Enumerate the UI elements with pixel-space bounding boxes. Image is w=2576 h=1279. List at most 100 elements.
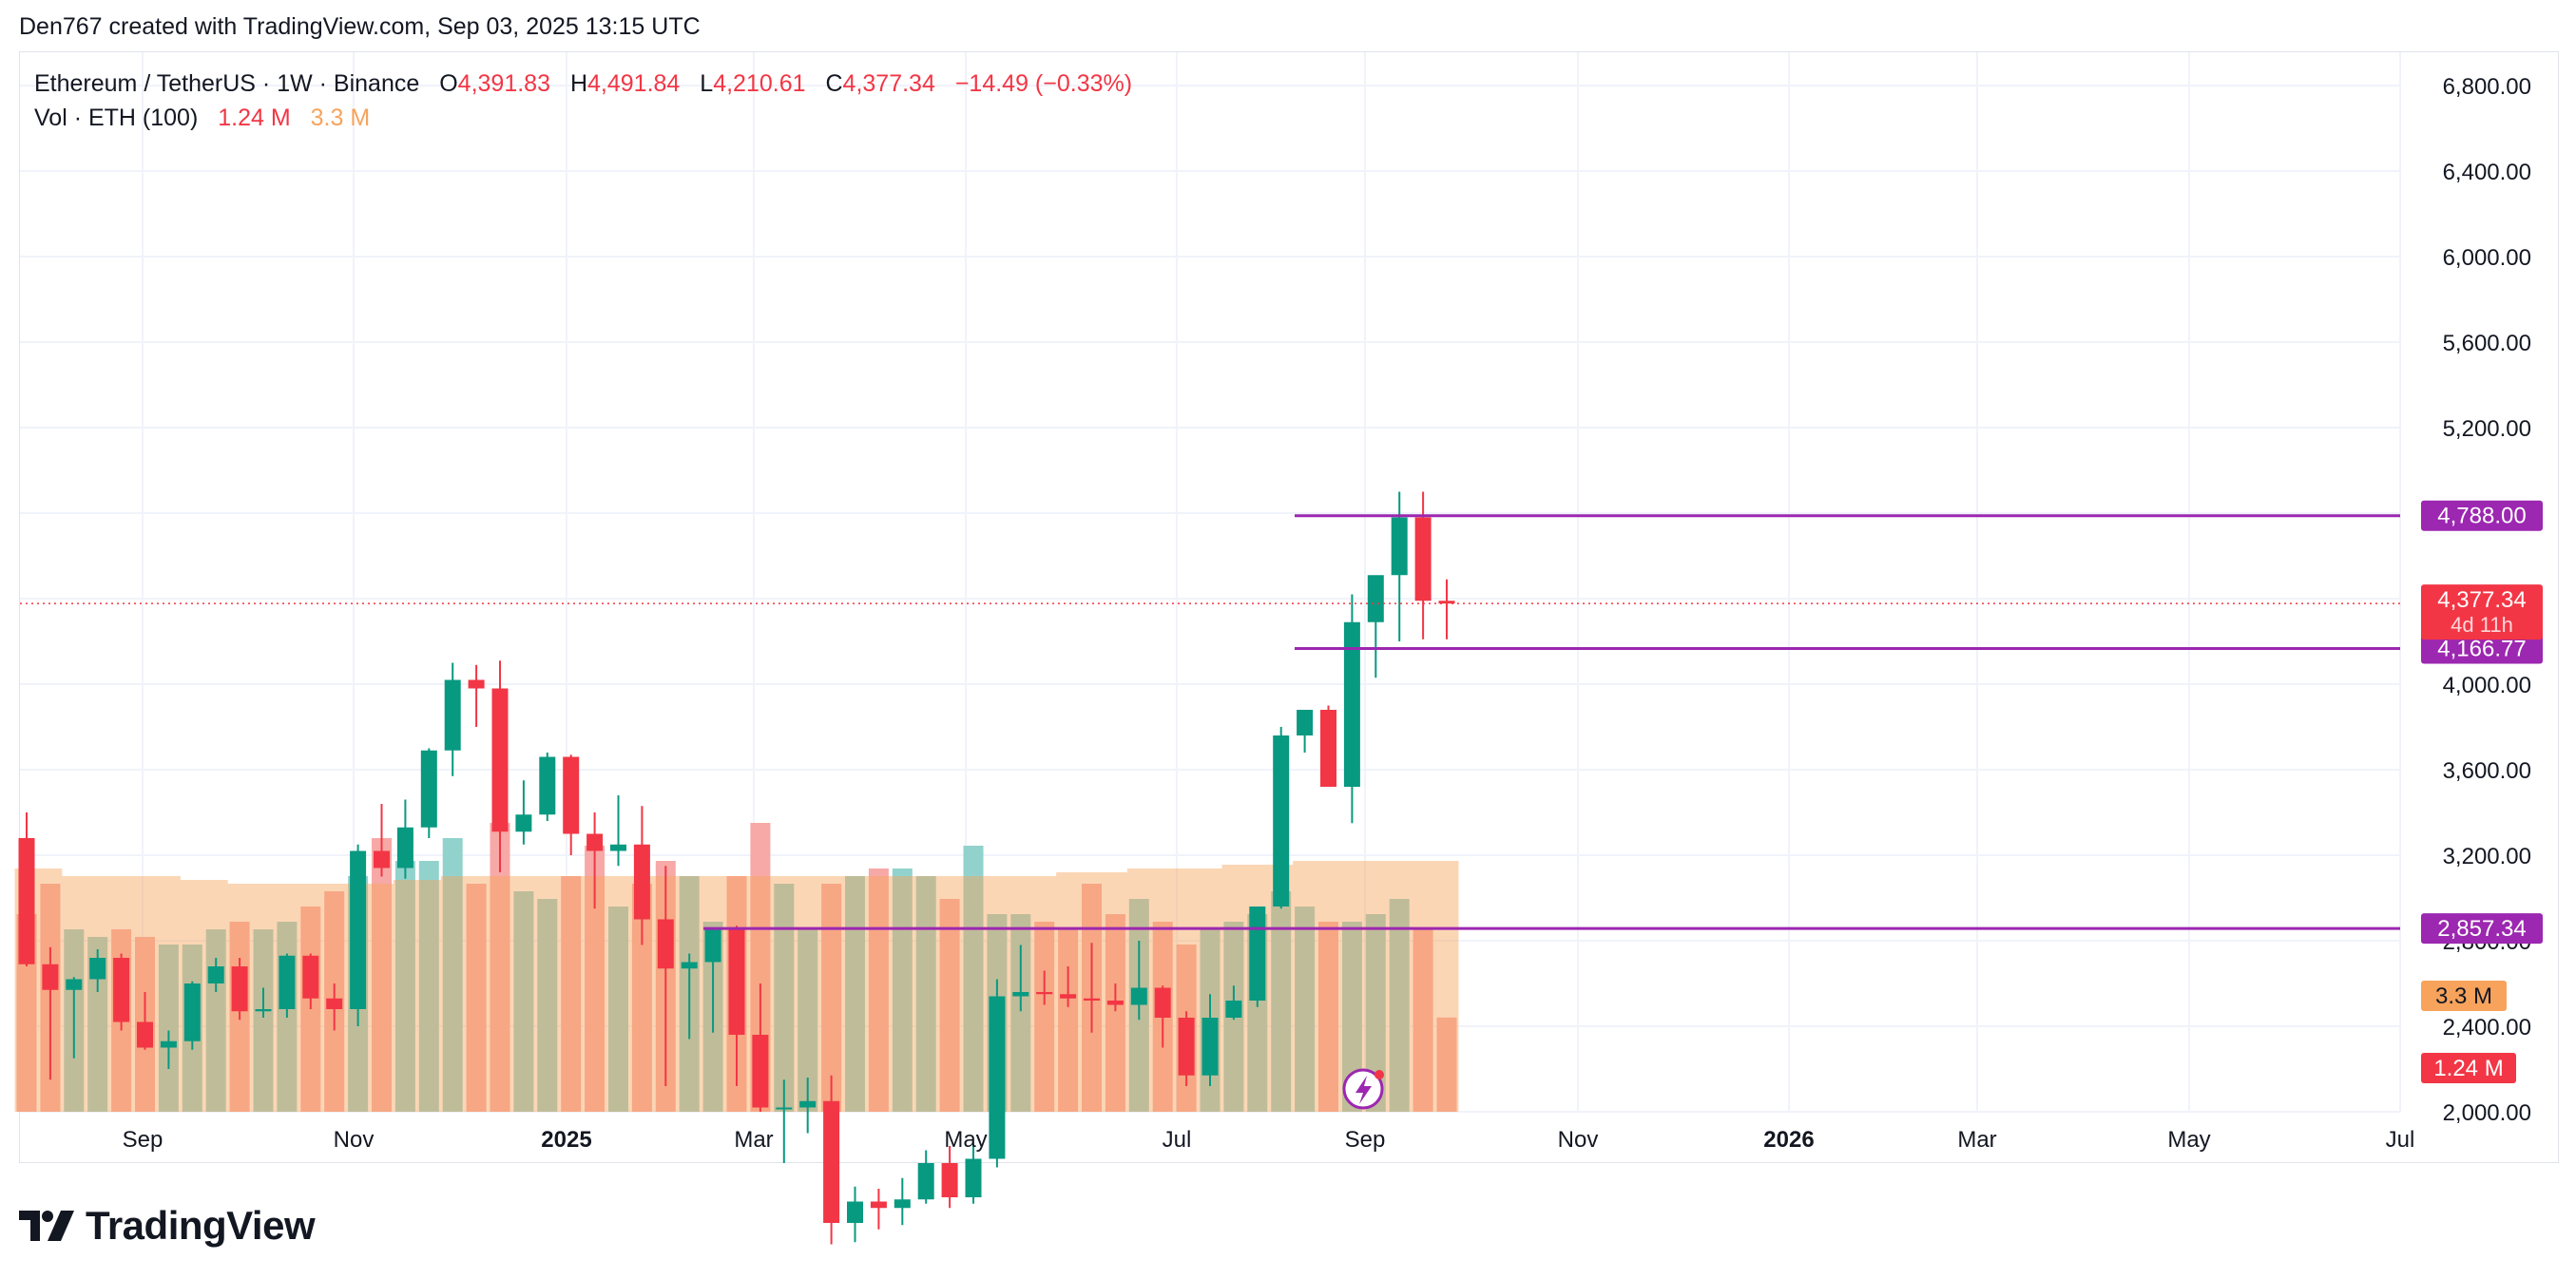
candle-body — [563, 756, 580, 834]
volume-ma-tag — [2421, 981, 2507, 1011]
countdown-label: 4d 11h — [2451, 613, 2513, 637]
candle-body — [847, 1201, 863, 1223]
volume-bar — [1034, 922, 1055, 1112]
time-tick-label: Jul — [2386, 1127, 2415, 1153]
candle-body — [965, 1158, 982, 1197]
volume-bar — [87, 937, 108, 1112]
volume-value: 1.24 M — [218, 105, 291, 131]
level-price-tag — [2421, 500, 2543, 531]
volume-bar — [442, 838, 463, 1112]
candle-body — [468, 679, 485, 689]
change-value: −14.49 (−0.33%) — [954, 70, 1133, 97]
candle-body — [89, 958, 106, 980]
price-tick-label: 6,400.00 — [2443, 160, 2531, 185]
level-price-label: 4,788.00 — [2437, 504, 2526, 529]
candle-body — [894, 1199, 911, 1209]
candle-body — [681, 962, 698, 969]
volume-bar — [774, 884, 795, 1112]
candle-body — [1320, 710, 1336, 787]
candle-body — [1414, 517, 1432, 601]
candle-body — [1036, 992, 1053, 995]
time-tick-label: Jul — [1163, 1127, 1192, 1153]
volume-ma-tag-label: 3.3 M — [2435, 983, 2492, 1009]
candle-body — [160, 1040, 177, 1048]
volume-bar — [466, 884, 487, 1112]
chart-frame[interactable] — [19, 51, 2559, 1163]
volume-bar — [1413, 929, 1433, 1112]
candle-body — [539, 756, 556, 815]
price-tick-label: 5,600.00 — [2443, 331, 2531, 356]
close-label: C — [825, 70, 843, 97]
volume-bar — [1318, 922, 1338, 1112]
candle-body — [870, 1201, 887, 1209]
time-tick-label: Nov — [1558, 1127, 1599, 1153]
time-tick-label: May — [944, 1127, 987, 1153]
volume-label[interactable]: Vol · ETH (100) — [34, 105, 199, 131]
candle-body — [776, 1107, 793, 1110]
symbol-name[interactable]: Ethereum / TetherUS · 1W · Binance — [34, 70, 420, 97]
price-tick-label: 6,000.00 — [2443, 245, 2531, 271]
volume-bar — [253, 929, 274, 1112]
close-value: 4,377.34 — [842, 70, 935, 97]
horizontal-levels[interactable] — [20, 514, 2400, 930]
candle-body — [42, 964, 59, 990]
time-axis[interactable]: Sep Nov 2025 Mar May Jul Sep Nov 2026 Mar May Jul — [123, 1127, 2415, 1153]
candle-body — [491, 688, 509, 832]
volume-bar — [631, 884, 652, 1112]
tradingview-logo[interactable]: TradingView — [19, 1203, 316, 1249]
volume-bar — [845, 876, 865, 1112]
volume-row: Vol · ETH (100) 1.24 M 3.3 M — [34, 101, 1132, 135]
volume-bar — [1295, 907, 1316, 1112]
volume-bar — [821, 884, 842, 1112]
candle-body — [18, 838, 35, 964]
price-tick-label: 5,200.00 — [2443, 416, 2531, 442]
candle-body — [1367, 575, 1384, 622]
price-tick-label: 2,400.00 — [2443, 1015, 2531, 1040]
volume-tag-label: 1.24 M — [2433, 1056, 2503, 1081]
level-price-tag — [2421, 913, 2543, 945]
candle-body — [1130, 987, 1147, 1005]
volume-bar — [1105, 914, 1125, 1112]
time-tick-label: 2026 — [1763, 1127, 1814, 1153]
time-tick-label: Sep — [123, 1127, 163, 1153]
candle-body — [279, 955, 296, 1009]
candle-body — [66, 979, 83, 990]
last-price-label: 4,377.34 — [2437, 587, 2526, 613]
volume-bar — [394, 861, 415, 1112]
volume-bar — [1058, 929, 1079, 1112]
volume-bar — [608, 907, 628, 1112]
time-tick-label: Mar — [1957, 1127, 1996, 1153]
time-tick-label: Mar — [734, 1127, 773, 1153]
candle-body — [989, 996, 1006, 1159]
candle-body — [420, 750, 437, 828]
candle-body — [396, 827, 413, 869]
volume-bar — [1436, 1017, 1457, 1112]
volume-tag — [2421, 1053, 2516, 1083]
candle-body — [515, 814, 532, 832]
high-value: 4,491.84 — [587, 70, 681, 97]
candle-body — [1225, 1001, 1242, 1018]
candle-body — [1201, 1018, 1219, 1076]
candle-body — [231, 966, 248, 1012]
price-tick-label: 4,000.00 — [2443, 673, 2531, 698]
high-label: H — [569, 70, 588, 97]
level-price-label: 4,166.77 — [2437, 636, 2526, 661]
volume-bar — [915, 876, 936, 1112]
candle-body — [1249, 907, 1266, 1001]
candle-body — [302, 955, 319, 999]
candle-body — [1273, 735, 1290, 907]
candle-body — [704, 927, 721, 963]
candle-body — [941, 1163, 958, 1197]
volume-ma-value: 3.3 M — [310, 105, 371, 131]
price-tick-label: 3,200.00 — [2443, 844, 2531, 869]
brand-name: TradingView — [86, 1203, 316, 1248]
candle-body — [113, 958, 130, 1022]
candle-body — [137, 1021, 153, 1048]
volume-bar — [537, 899, 558, 1112]
flash-icon[interactable] — [1342, 1068, 1384, 1110]
volume-bar — [798, 929, 818, 1112]
candle-body — [255, 1009, 272, 1012]
candle-body — [1438, 601, 1455, 604]
candle-body — [752, 1035, 769, 1108]
